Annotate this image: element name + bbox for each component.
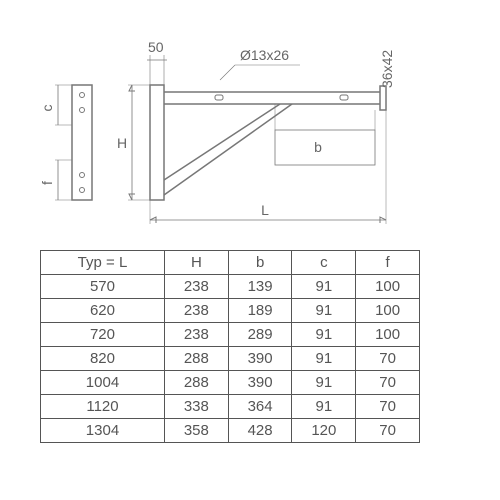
table-cell: 70 [356, 347, 420, 371]
table-cell: 390 [228, 347, 292, 371]
table-cell: 720 [41, 323, 165, 347]
dim-H-label: H [117, 135, 127, 151]
table-cell: 1120 [41, 395, 165, 419]
table-cell: 91 [292, 299, 356, 323]
table-cell: 70 [356, 371, 420, 395]
table-cell: 91 [292, 395, 356, 419]
table-cell: 570 [41, 275, 165, 299]
table-cell: 100 [356, 275, 420, 299]
side-view: c f [40, 85, 92, 200]
table-cell: 288 [164, 347, 228, 371]
table-cell: 139 [228, 275, 292, 299]
col-H: H [164, 251, 228, 275]
table-cell: 91 [292, 323, 356, 347]
table-cell: 338 [164, 395, 228, 419]
dim-c-label: c [40, 105, 55, 112]
table-row: 57023813991100 [41, 275, 420, 299]
table-cell: 428 [228, 419, 292, 443]
table-cell: 91 [292, 371, 356, 395]
table-cell: 620 [41, 299, 165, 323]
table-cell: 91 [292, 275, 356, 299]
bracket-diagram: c f [40, 30, 460, 240]
table-row: 8202883909170 [41, 347, 420, 371]
table-cell: 100 [356, 323, 420, 347]
table-row: 11203383649170 [41, 395, 420, 419]
col-f: f [356, 251, 420, 275]
table-cell: 390 [228, 371, 292, 395]
col-b: b [228, 251, 292, 275]
table-cell: 238 [164, 275, 228, 299]
table-row: 72023828991100 [41, 323, 420, 347]
table-row: 130435842812070 [41, 419, 420, 443]
col-c: c [292, 251, 356, 275]
dim-b-label: b [314, 139, 322, 155]
dim-endplate-label: 36x42 [379, 50, 395, 88]
table-cell: 288 [164, 371, 228, 395]
table-cell: 189 [228, 299, 292, 323]
table-cell: 70 [356, 395, 420, 419]
table-cell: 1304 [41, 419, 165, 443]
table-cell: 289 [228, 323, 292, 347]
dim-50-label: 50 [148, 39, 164, 55]
table-row: 62023818991100 [41, 299, 420, 323]
table-cell: 364 [228, 395, 292, 419]
dim-L-label: L [261, 202, 269, 218]
col-typ: Typ = L [41, 251, 165, 275]
table-cell: 70 [356, 419, 420, 443]
dim-hole-label: Ø13x26 [240, 47, 289, 63]
table-cell: 120 [292, 419, 356, 443]
dimensions-table: Typ = L H b c f 570238139911006202381899… [40, 250, 420, 443]
table-cell: 100 [356, 299, 420, 323]
table-cell: 358 [164, 419, 228, 443]
table-cell: 820 [41, 347, 165, 371]
dim-f-label: f [40, 181, 55, 185]
table-cell: 91 [292, 347, 356, 371]
front-view: 50 Ø13x26 36x42 b H [117, 39, 395, 224]
table-cell: 1004 [41, 371, 165, 395]
table-cell: 238 [164, 299, 228, 323]
table-header-row: Typ = L H b c f [41, 251, 420, 275]
table-row: 10042883909170 [41, 371, 420, 395]
table-cell: 238 [164, 323, 228, 347]
